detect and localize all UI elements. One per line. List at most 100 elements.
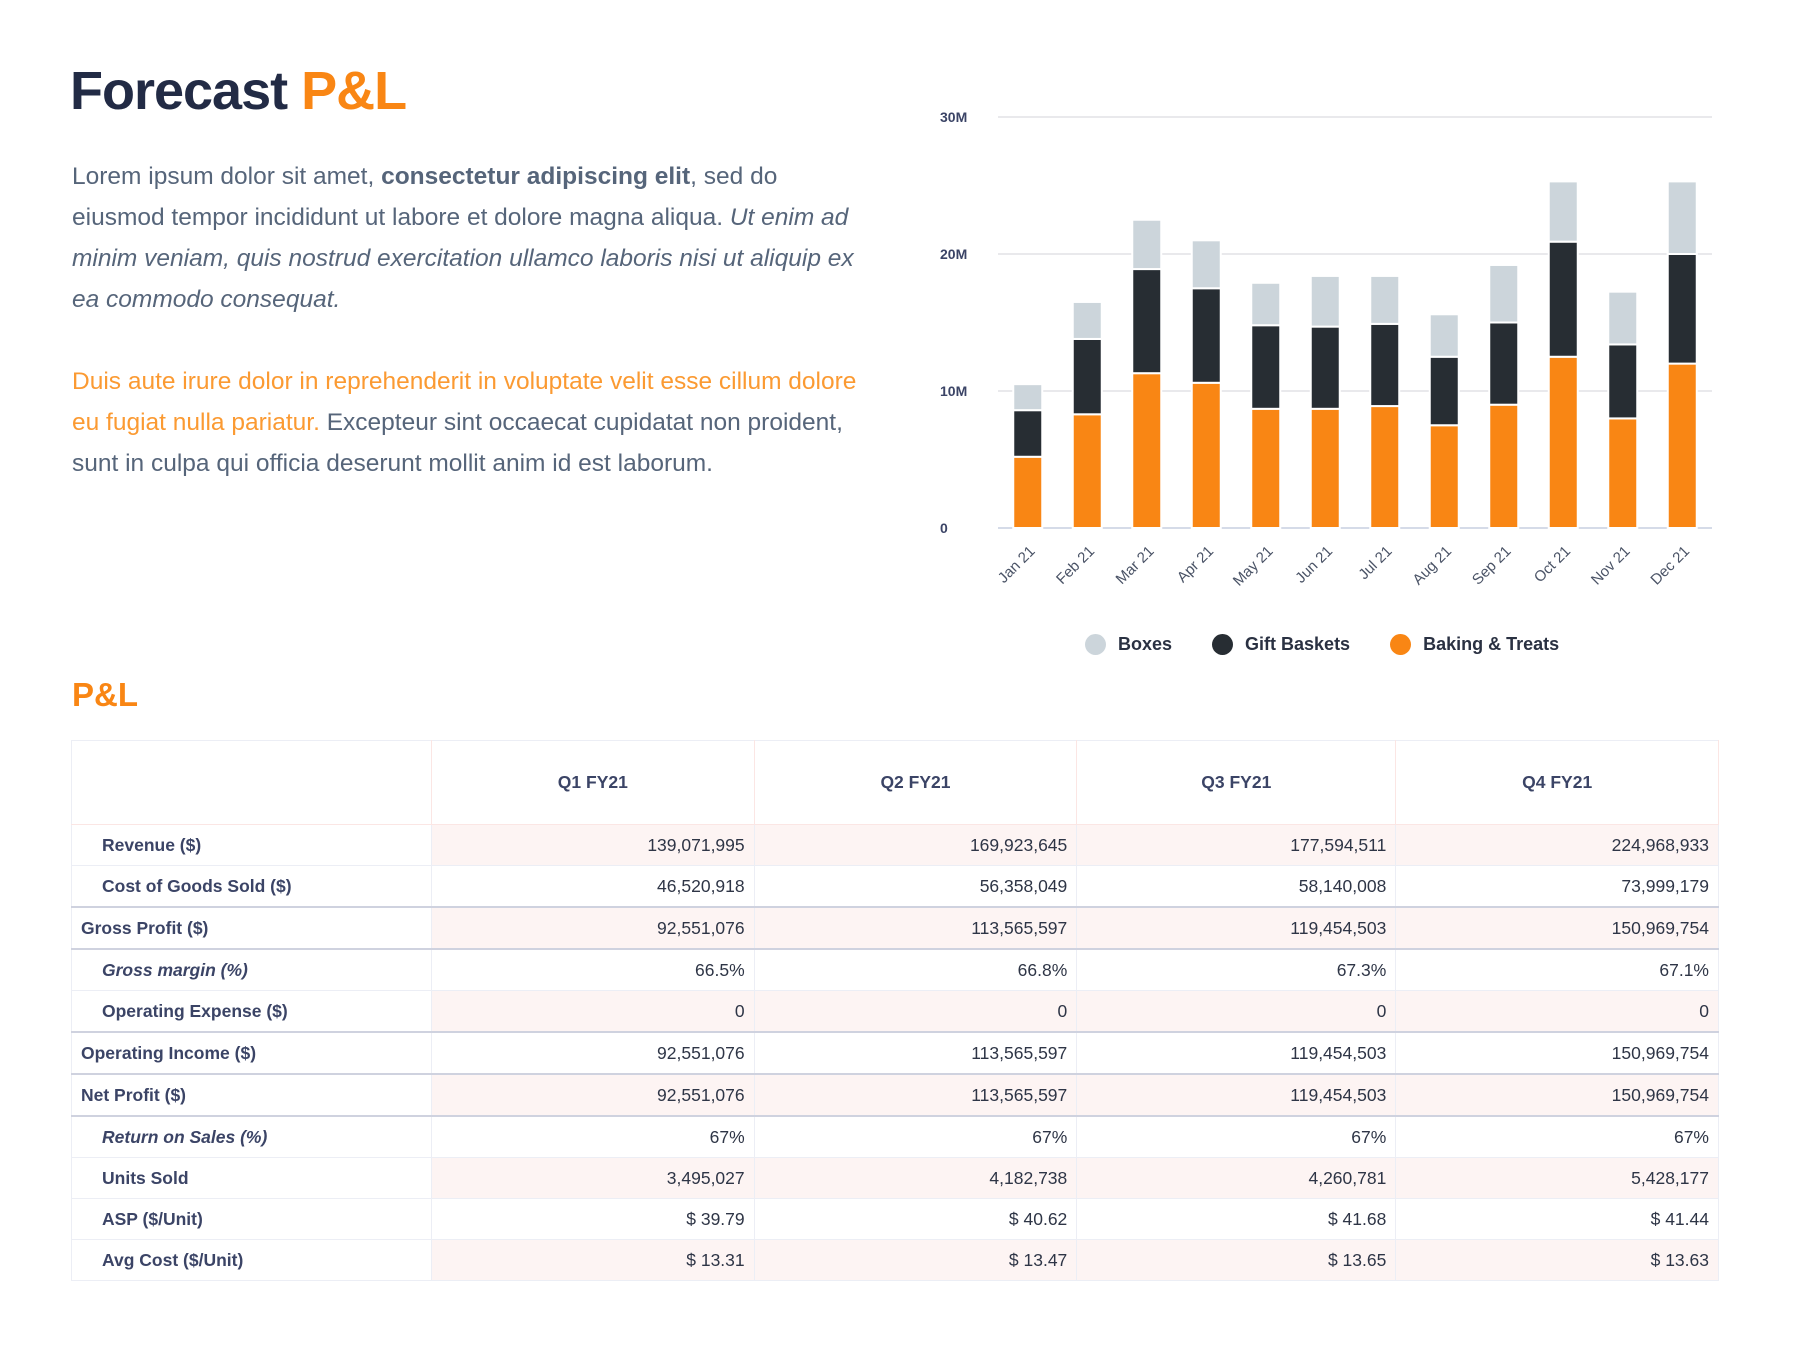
cell-value: 150,969,754 bbox=[1395, 906, 1719, 950]
cell-value: 4,182,738 bbox=[754, 1157, 1078, 1199]
table-row: Return on Sales (%) 67% 67% 67% 67% bbox=[71, 1115, 1719, 1158]
cell-value: 0 bbox=[1076, 990, 1397, 1033]
cell-value: 67% bbox=[1395, 1115, 1719, 1158]
column-header: Q2 FY21 bbox=[754, 740, 1078, 825]
cell-value: 119,454,503 bbox=[1076, 906, 1397, 950]
bar-segment-baking-treats bbox=[1190, 381, 1222, 529]
cell-value: 92,551,076 bbox=[431, 906, 755, 950]
row-label: Net Profit ($) bbox=[71, 1073, 432, 1117]
cell-value: 92,551,076 bbox=[431, 1073, 755, 1117]
x-tick-label: Feb 21 bbox=[1053, 543, 1098, 588]
bar-segment-baking-treats bbox=[1071, 413, 1103, 530]
cell-value: 177,594,511 bbox=[1076, 824, 1397, 866]
y-tick-label: 10M bbox=[940, 383, 967, 399]
column-header bbox=[71, 740, 432, 825]
x-tick-label: May 21 bbox=[1230, 543, 1277, 590]
cell-value: 3,495,027 bbox=[431, 1157, 755, 1199]
bar-segment-baking-treats bbox=[1012, 455, 1044, 530]
bar-segment-baking-treats bbox=[1369, 405, 1401, 530]
bar-segment-boxes bbox=[1250, 281, 1282, 327]
bar-segment-gift-baskets bbox=[1071, 337, 1103, 416]
bar-segment-baking-treats bbox=[1309, 407, 1341, 529]
cell-value: 0 bbox=[431, 990, 755, 1033]
legend-label: Boxes bbox=[1118, 634, 1173, 654]
chart-legend: Boxes Gift Baskets Baking & Treats bbox=[1085, 634, 1559, 655]
bar-segment-gift-baskets bbox=[1012, 409, 1044, 458]
y-tick-label: 0 bbox=[940, 520, 948, 536]
x-tick-label: Oct 21 bbox=[1531, 543, 1574, 586]
highlight-text: Duis aute irure dolor in reprehenderit i… bbox=[72, 368, 857, 436]
x-tick-label: Jul 21 bbox=[1355, 543, 1395, 583]
bar-segment-baking-treats bbox=[1131, 372, 1163, 529]
x-tick-label: Mar 21 bbox=[1113, 543, 1158, 588]
intro-paragraph-2: Duis aute irure dolor in reprehenderit i… bbox=[72, 361, 872, 484]
x-tick-label: Jun 21 bbox=[1292, 543, 1336, 587]
legend-item: Baking & Treats bbox=[1390, 634, 1559, 655]
cell-value: 67% bbox=[754, 1115, 1078, 1158]
legend-label: Baking & Treats bbox=[1423, 634, 1560, 654]
cell-value: 113,565,597 bbox=[754, 906, 1078, 950]
bar-segment-gift-baskets bbox=[1369, 322, 1401, 408]
x-tick-label: Apr 21 bbox=[1174, 543, 1217, 586]
column-header: Q1 FY21 bbox=[431, 740, 755, 825]
table-row: Operating Income ($) 92,551,076 113,565,59… bbox=[71, 1031, 1719, 1075]
cell-value: 169,923,645 bbox=[754, 824, 1078, 866]
x-tick-label: Jan 21 bbox=[995, 543, 1039, 587]
row-label: Units Sold bbox=[71, 1157, 432, 1199]
row-label: Gross Profit ($) bbox=[71, 906, 432, 950]
x-tick-label: Aug 21 bbox=[1409, 543, 1455, 589]
row-label: Avg Cost ($/Unit) bbox=[71, 1239, 432, 1281]
bar-segment-boxes bbox=[1012, 383, 1044, 412]
cell-value: 119,454,503 bbox=[1076, 1031, 1397, 1075]
cell-value: 67% bbox=[1076, 1115, 1397, 1158]
bar-segment-gift-baskets bbox=[1488, 321, 1520, 406]
column-header: Q4 FY21 bbox=[1395, 740, 1719, 825]
page-title: Forecast P&L bbox=[70, 60, 407, 122]
cell-value: 56,358,049 bbox=[754, 865, 1078, 908]
table-row: Cost of Goods Sold ($) 46,520,918 56,358,0… bbox=[71, 865, 1719, 908]
cell-value: 139,071,995 bbox=[431, 824, 755, 866]
cell-value: 113,565,597 bbox=[754, 1073, 1078, 1117]
cell-value: $ 41.68 bbox=[1076, 1198, 1397, 1240]
bar-segment-boxes bbox=[1071, 300, 1103, 340]
table-row: Operating Expense ($) 0 0 0 0 bbox=[71, 990, 1719, 1033]
bar-segment-boxes bbox=[1190, 239, 1222, 290]
cell-value: 5,428,177 bbox=[1395, 1157, 1719, 1199]
legend-swatch bbox=[1390, 634, 1412, 655]
bar-segment-boxes bbox=[1428, 313, 1460, 358]
cell-value: $ 39.79 bbox=[431, 1198, 755, 1240]
cell-value: 113,565,597 bbox=[754, 1031, 1078, 1075]
x-tick-label: Sep 21 bbox=[1469, 543, 1515, 589]
x-tick-label: Dec 21 bbox=[1647, 543, 1693, 589]
table-row: Avg Cost ($/Unit) $ 13.31 $ 13.47 $ 13.65 $ … bbox=[71, 1239, 1719, 1281]
cell-value: 58,140,008 bbox=[1076, 865, 1397, 908]
cell-value: 0 bbox=[1395, 990, 1719, 1033]
bar-segment-gift-baskets bbox=[1428, 355, 1460, 427]
row-label: Gross margin (%) bbox=[71, 948, 432, 991]
cell-value: 67.3% bbox=[1076, 948, 1397, 991]
cell-value: 150,969,754 bbox=[1395, 1073, 1719, 1117]
bar-segment-boxes bbox=[1488, 263, 1520, 324]
section-title: P&L bbox=[72, 676, 138, 713]
cell-value: $ 13.47 bbox=[754, 1239, 1078, 1281]
row-label: Revenue ($) bbox=[71, 824, 432, 866]
bar-segment-baking-treats bbox=[1428, 424, 1460, 529]
cell-value: 92,551,076 bbox=[431, 1031, 755, 1075]
legend-swatch bbox=[1085, 634, 1106, 655]
bar-segment-baking-treats bbox=[1250, 407, 1282, 529]
table-row: Net Profit ($) 92,551,076 113,565,597 119,4… bbox=[71, 1073, 1719, 1117]
bar-segment-baking-treats bbox=[1666, 362, 1698, 529]
cell-value: 150,969,754 bbox=[1395, 1031, 1719, 1075]
row-label: ASP ($/Unit) bbox=[71, 1198, 432, 1240]
column-header: Q3 FY21 bbox=[1076, 740, 1397, 825]
text: , sed do eiusmod tempor incididunt ut la… bbox=[72, 163, 778, 231]
bar-segment-gift-baskets bbox=[1250, 324, 1282, 410]
table-row: Gross Profit ($) 92,551,076 113,565,597 119… bbox=[71, 906, 1719, 950]
text: Lorem ipsum dolor sit amet, bbox=[72, 163, 382, 190]
table-row: Revenue ($) 139,071,995 169,923,645 177,594… bbox=[71, 824, 1719, 866]
cell-value: 66.5% bbox=[431, 948, 755, 991]
bold-text: consectetur adipiscing elit bbox=[381, 163, 691, 190]
row-label: Return on Sales (%) bbox=[71, 1115, 432, 1158]
stacked-bar-chart: 0 10M 20M 30M Jan 21 Feb 21 Mar 21 Apr 21 May 21… bbox=[940, 109, 1712, 590]
bar-segment-boxes bbox=[1547, 180, 1579, 243]
